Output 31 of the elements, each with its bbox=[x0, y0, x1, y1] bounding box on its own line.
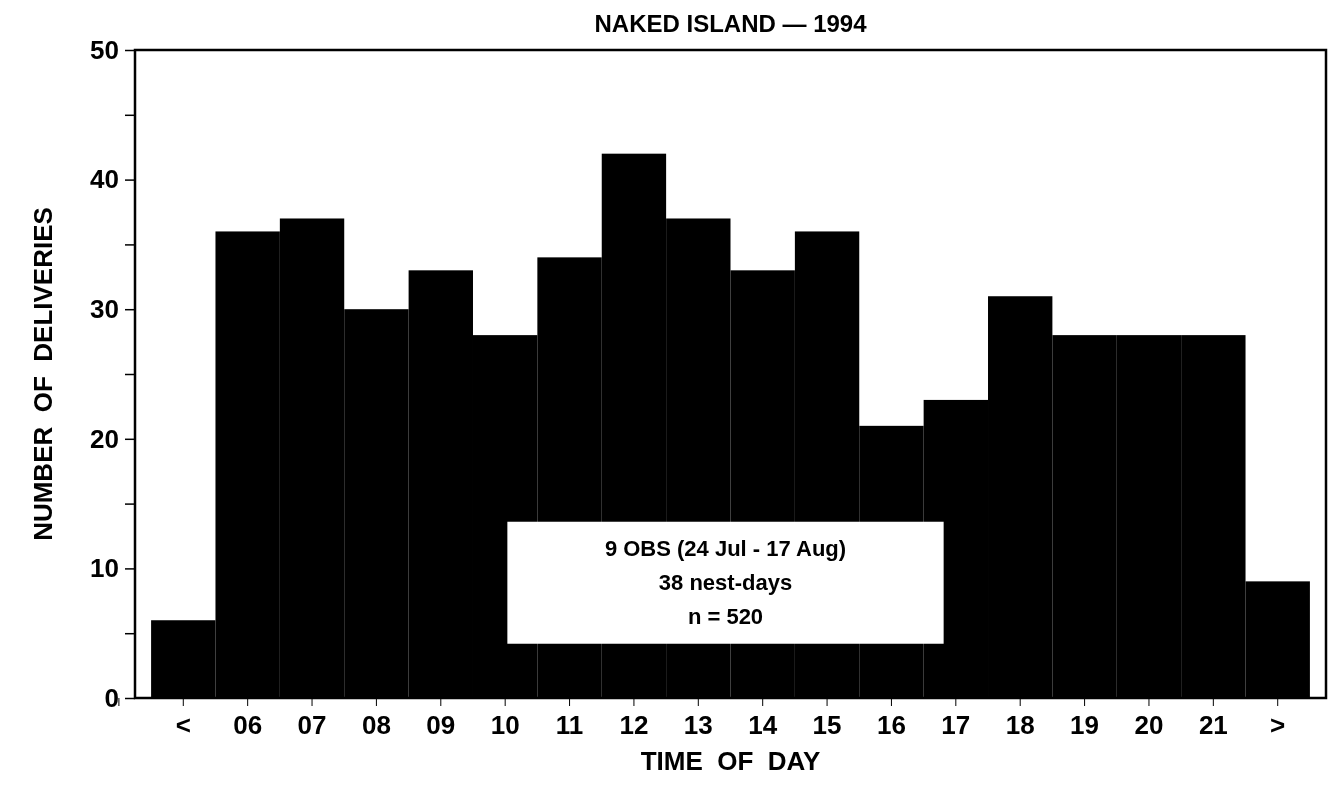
x-tick-label: 09 bbox=[426, 710, 456, 740]
x-tick-label: 15 bbox=[812, 710, 842, 740]
x-tick-label: 06 bbox=[233, 710, 263, 740]
text-box: 9 OBS (24 Jul - 17 Aug) 38 nest-days n = 520 bbox=[507, 521, 944, 644]
annotation: 9 OBS (24 Jul - 17 Aug) bbox=[604, 535, 847, 561]
x-tick-label: 08 bbox=[361, 710, 391, 740]
x-tick-label: 11 bbox=[555, 710, 584, 740]
x-tick-label: 19 bbox=[1070, 710, 1100, 740]
y-tick-label: 30 bbox=[90, 294, 119, 325]
y-tick-label: 0 bbox=[104, 682, 119, 713]
x-axis-title: TIME OF DAY bbox=[640, 746, 821, 776]
y-tick-label: 50 bbox=[90, 34, 119, 65]
x-tick-label: > bbox=[1270, 710, 1286, 740]
annotation: n = 520 bbox=[687, 603, 764, 629]
x-tick-label: 13 bbox=[683, 710, 713, 740]
y-tick-label: 40 bbox=[90, 164, 119, 195]
y-axis-title: NUMBER OF DELIVERIES bbox=[28, 207, 58, 541]
x-tick-label: < bbox=[175, 710, 191, 740]
x-tick-label: 07 bbox=[297, 710, 327, 740]
x-tick-label: 17 bbox=[941, 710, 971, 740]
y-tick-label: 10 bbox=[90, 553, 119, 584]
x-tick-label: 12 bbox=[619, 710, 649, 740]
x-tick-label: 10 bbox=[490, 710, 520, 740]
y-tick-label: 20 bbox=[90, 423, 119, 454]
annotation: 38 nest-days bbox=[658, 569, 793, 595]
x-tick-label: 16 bbox=[876, 710, 906, 740]
x-tick-label: 14 bbox=[748, 710, 778, 740]
x-tick-label: 20 bbox=[1134, 710, 1164, 740]
chart-title: NAKED ISLAND — 1994 bbox=[594, 10, 868, 37]
x-tick-label: 21 bbox=[1198, 710, 1228, 740]
x-tick-label: 18 bbox=[1005, 710, 1035, 740]
